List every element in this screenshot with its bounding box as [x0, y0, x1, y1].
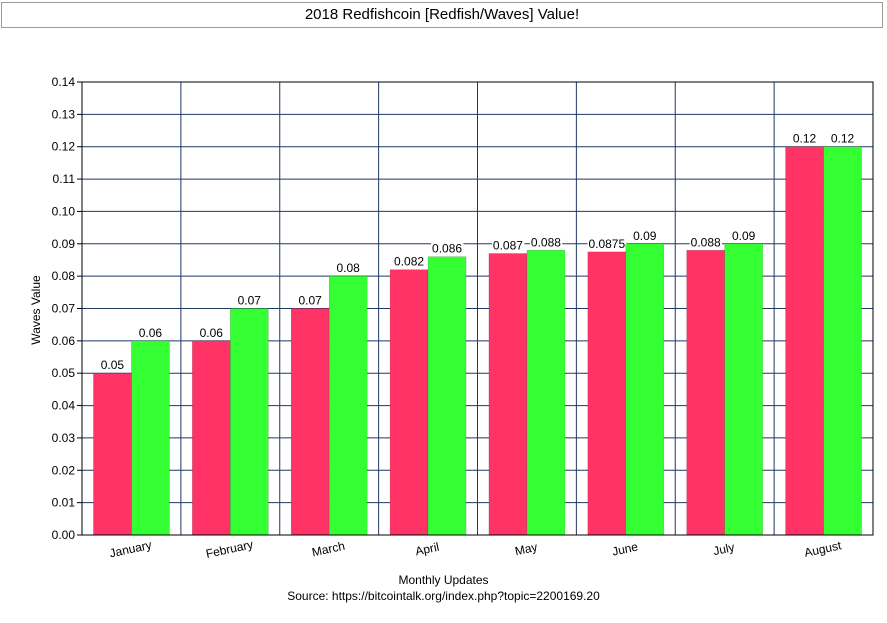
- data-label: 0.05: [101, 358, 125, 372]
- y-axis-label: Waves Value: [29, 275, 43, 345]
- data-label-background: [99, 358, 126, 373]
- y-tick-label: 0.05: [52, 366, 76, 380]
- bar: [427, 256, 467, 536]
- data-label: 0.086: [432, 242, 462, 256]
- bar: [526, 250, 566, 536]
- chart-title: 2018 Redfishcoin [Redfish/Waves] Value!: [1, 2, 883, 28]
- y-tick-label: 0.09: [52, 237, 76, 251]
- data-label-background: [393, 254, 426, 269]
- bar: [724, 243, 763, 536]
- data-label: 0.088: [691, 235, 721, 249]
- bar: [131, 340, 170, 536]
- x-axis-label: Monthly Updates: [398, 573, 489, 587]
- x-tick-label: February: [205, 537, 255, 561]
- data-label: 0.08: [337, 261, 361, 275]
- data-label-background: [335, 261, 362, 276]
- data-label-background: [587, 236, 627, 251]
- data-label-background: [791, 131, 818, 146]
- y-tick-label: 0.06: [52, 334, 76, 348]
- data-label: 0.082: [394, 255, 424, 269]
- x-tick-label: June: [611, 539, 640, 558]
- y-tick-label: 0.04: [52, 399, 76, 413]
- data-label-background: [297, 293, 324, 308]
- x-tick-label: May: [514, 540, 539, 558]
- bar: [93, 372, 132, 536]
- data-label: 0.12: [831, 132, 855, 146]
- y-tick-label: 0.14: [52, 75, 76, 89]
- y-tick-label: 0.01: [52, 496, 76, 510]
- data-label-background: [491, 238, 525, 253]
- x-tick-label: March: [311, 539, 347, 560]
- data-label: 0.07: [238, 294, 262, 308]
- data-label-background: [689, 235, 723, 250]
- data-label-background: [829, 131, 856, 146]
- bar: [389, 269, 429, 536]
- y-tick-label: 0.11: [53, 172, 76, 186]
- data-label: 0.06: [200, 326, 224, 340]
- bar: [823, 146, 862, 536]
- y-tick-label: 0.13: [52, 107, 76, 121]
- bar: [192, 340, 231, 536]
- y-tick-label: 0.00: [52, 528, 76, 542]
- x-tick-label: August: [803, 538, 843, 560]
- bar: [785, 146, 824, 536]
- data-label: 0.12: [793, 132, 817, 146]
- bar: [587, 251, 627, 536]
- data-label-background: [431, 241, 464, 256]
- data-label: 0.06: [139, 326, 163, 340]
- bar: [230, 308, 269, 536]
- data-label: 0.07: [299, 294, 323, 308]
- y-tick-label: 0.12: [52, 140, 76, 154]
- x-tick-label: January: [108, 538, 153, 561]
- data-label: 0.0875: [588, 237, 625, 251]
- data-label-background: [529, 235, 563, 250]
- bar: [686, 250, 725, 536]
- y-tick-label: 0.03: [52, 431, 76, 445]
- y-tick-label: 0.08: [52, 269, 76, 283]
- data-label: 0.087: [493, 238, 523, 252]
- x-tick-label: April: [414, 540, 440, 559]
- x-tick-label: July: [712, 540, 736, 558]
- y-tick-label: 0.10: [52, 204, 76, 218]
- data-label-background: [236, 293, 263, 308]
- data-label-background: [137, 325, 164, 340]
- plot-frame: [81, 81, 874, 536]
- data-label: 0.09: [732, 229, 756, 243]
- data-label-background: [632, 228, 658, 243]
- data-label: 0.09: [633, 229, 657, 243]
- source-note: Source: https://bitcointalk.org/index.ph…: [287, 589, 600, 603]
- data-label-background: [198, 325, 225, 340]
- y-tick-label: 0.07: [52, 302, 76, 316]
- bar: [625, 243, 665, 536]
- bar: [488, 253, 528, 536]
- bar: [290, 308, 330, 536]
- data-label: 0.088: [531, 235, 561, 249]
- data-label-background: [731, 228, 757, 243]
- y-tick-label: 0.02: [52, 463, 76, 477]
- bar: [328, 275, 368, 536]
